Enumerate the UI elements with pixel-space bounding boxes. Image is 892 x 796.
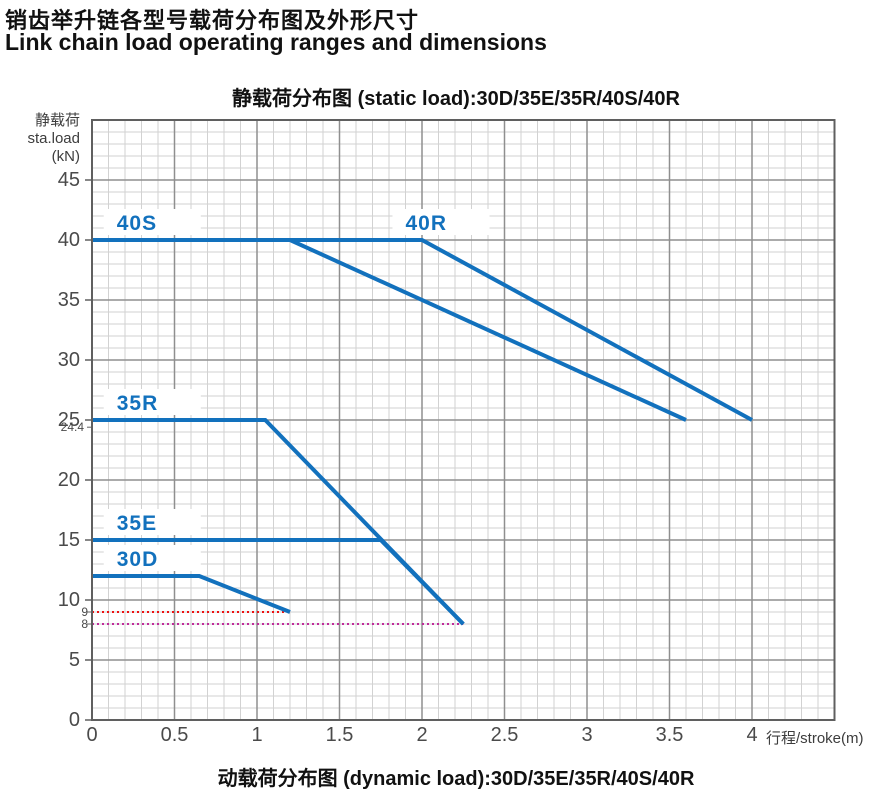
dynamic-chart-title: 动载荷分布图 (dynamic load):30D/35E/35R/40S/40… [217,768,695,790]
series-line-40R [92,238,753,422]
series-label-30D: 30D [117,548,159,571]
static-chart-title: 静载荷分布图 (static load):30D/35E/35R/40S/40R [232,88,680,110]
series-label-box-35R [103,389,201,415]
series-label-box-30D [103,545,201,571]
series-label-40R: 40R [406,212,448,235]
series-label-box-40S [103,209,201,235]
series-label-35R: 35R [117,392,159,415]
series-line-30D [92,574,291,614]
page-title-zh: 销齿举升链各型号载荷分布图及外形尺寸 [5,8,420,33]
series-label-box-35E [103,509,201,535]
series-label-box-40R [392,209,490,235]
series-line-35E [92,538,465,626]
series-label-40S: 40S [117,212,157,235]
page-title-en: Link chain load operating ranges and dim… [5,29,547,55]
series-label-35E: 35E [117,512,157,535]
